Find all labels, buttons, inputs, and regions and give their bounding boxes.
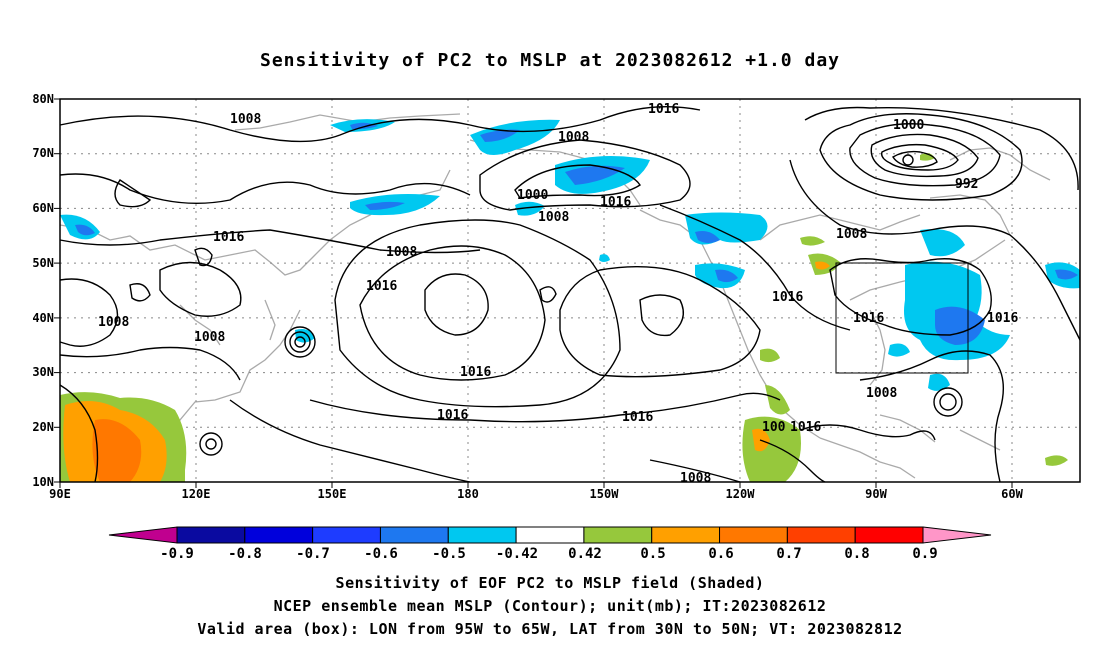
colorbar-label: 0.8 — [844, 546, 870, 562]
colorbar-segment — [719, 526, 788, 544]
contour-label: 1008 — [866, 386, 897, 401]
mslp-contours — [59, 105, 1081, 483]
contour-label: 1000 — [517, 188, 548, 203]
colorbar — [108, 526, 992, 544]
colorbar-label: -0.7 — [296, 546, 330, 562]
colorbar-label: 0.5 — [640, 546, 666, 562]
colorbar-segment — [244, 526, 314, 544]
lon-label: 90E — [49, 487, 71, 501]
lon-label: 150W — [589, 487, 619, 501]
colorbar-label: 0.42 — [568, 546, 602, 562]
lon-label: 180 — [457, 487, 479, 501]
colorbar-label: 0.6 — [708, 546, 734, 562]
contour-label: 100 — [762, 420, 786, 435]
lat-label: 20N — [32, 420, 54, 434]
colorbar-segment — [786, 526, 856, 544]
contour-label: 1016 — [648, 102, 679, 117]
contour-label: 1008 — [230, 112, 261, 127]
contour-label: 1008 — [194, 330, 225, 345]
contour-label: 1008 — [558, 130, 589, 145]
contour-label: 1000 — [893, 118, 924, 133]
lon-label: 60W — [1001, 487, 1023, 501]
contour-label: 1016 — [772, 290, 803, 305]
caption-line-2: NCEP ensemble mean MSLP (Contour); unit(… — [273, 597, 827, 615]
lon-label: 150E — [317, 487, 347, 501]
lat-label: 40N — [32, 311, 54, 325]
lon-label: 120W — [725, 487, 755, 501]
colorbar-end-high — [922, 526, 992, 544]
colorbar-segment — [854, 526, 924, 544]
contour-label: 1008 — [98, 315, 129, 330]
contour-label: 1016 — [853, 311, 884, 326]
contour-label: 1008 — [538, 210, 569, 225]
axis-ticks — [54, 98, 1013, 488]
contour-label: 1016 — [790, 420, 821, 435]
lon-label: 120E — [181, 487, 211, 501]
contour-label: 1016 — [600, 195, 631, 210]
map-title: Sensitivity of PC2 to MSLP at 2023082612… — [259, 50, 840, 71]
colorbar-label: -0.6 — [364, 546, 398, 562]
lat-label: 10N — [32, 475, 54, 489]
valid-area-box — [835, 262, 969, 374]
colorbar-segment — [379, 526, 449, 544]
contour-label: 992 — [955, 177, 978, 192]
colorbar-label: -0.5 — [432, 546, 466, 562]
colorbar-end-low — [108, 526, 178, 544]
colorbar-segment — [447, 526, 517, 544]
colorbar-label: 0.9 — [912, 546, 938, 562]
colorbar-label: -0.8 — [228, 546, 262, 562]
contour-label: 1008 — [386, 245, 417, 260]
map-frame — [59, 98, 1081, 483]
contour-label: 1016 — [366, 279, 397, 294]
lat-label: 30N — [32, 365, 54, 379]
colorbar-segment — [583, 526, 653, 544]
colorbar-segment — [176, 526, 246, 544]
colorbar-segment — [312, 526, 381, 544]
contour-label-group: 1008 1016 1008 1016 1000 1008 1016 992 1… — [98, 102, 1018, 486]
lon-label: 90W — [865, 487, 887, 501]
contour-label: 1016 — [460, 365, 491, 380]
lat-label: 70N — [32, 146, 54, 160]
contour-label: 1008 — [680, 471, 711, 486]
lat-label: 50N — [32, 256, 54, 270]
contour-label: 1016 — [213, 230, 244, 245]
caption-line-1: Sensitivity of EOF PC2 to MSLP field (Sh… — [335, 574, 765, 592]
colorbar-segment — [651, 526, 721, 544]
contour-label: 1016 — [622, 410, 653, 425]
caption-line-3: Valid area (box): LON from 95W to 65W, L… — [197, 620, 903, 638]
colorbar-label: 0.7 — [776, 546, 802, 562]
colorbar-label: -0.42 — [495, 546, 539, 562]
contour-label: 1016 — [987, 311, 1018, 326]
colorbar-segment — [515, 526, 585, 544]
lat-label: 80N — [32, 92, 54, 106]
lat-label: 60N — [32, 201, 54, 215]
colorbar-label: -0.9 — [160, 546, 194, 562]
contour-label: 1008 — [836, 227, 867, 242]
contour-label: 1016 — [437, 408, 468, 423]
